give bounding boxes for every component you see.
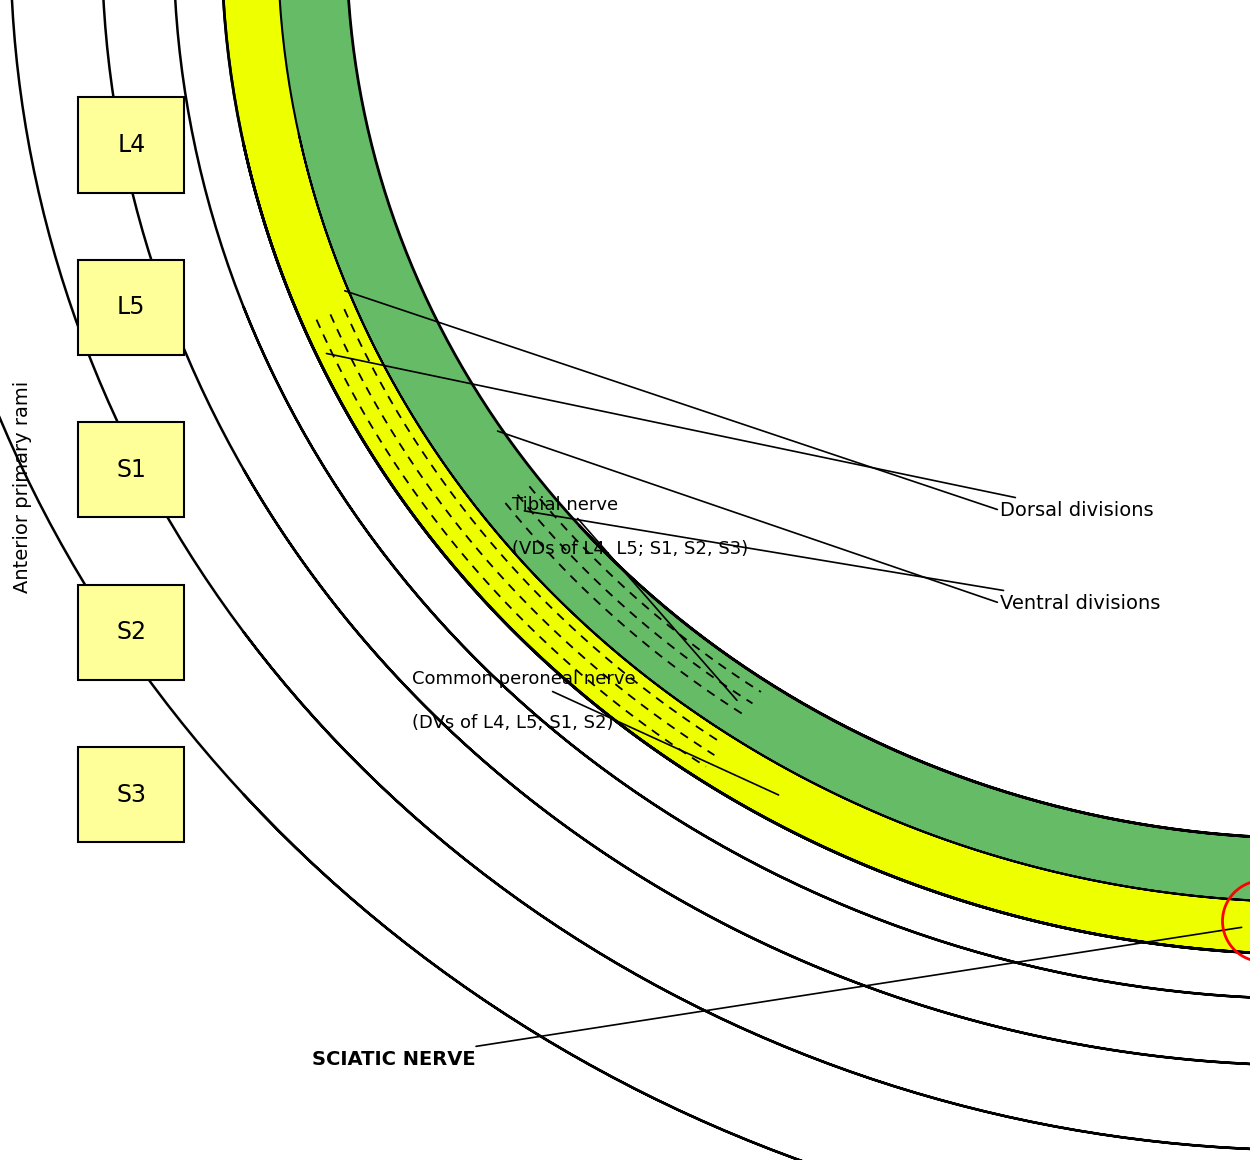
Text: L5: L5 xyxy=(118,296,145,319)
Text: (VDs of L4, L5; S1, S2, S3): (VDs of L4, L5; S1, S2, S3) xyxy=(512,539,749,558)
Polygon shape xyxy=(221,0,1250,955)
Text: S1: S1 xyxy=(116,458,146,481)
Text: Common peroneal nerve: Common peroneal nerve xyxy=(412,669,779,795)
Polygon shape xyxy=(221,0,1250,955)
Text: L4: L4 xyxy=(118,133,145,157)
FancyBboxPatch shape xyxy=(78,260,185,355)
FancyBboxPatch shape xyxy=(78,422,185,517)
Polygon shape xyxy=(278,0,1250,902)
FancyBboxPatch shape xyxy=(78,585,185,680)
Text: Tibial nerve: Tibial nerve xyxy=(512,495,738,701)
Text: Dorsal divisions: Dorsal divisions xyxy=(326,354,1154,520)
FancyBboxPatch shape xyxy=(78,747,185,842)
Text: SCIATIC NERVE: SCIATIC NERVE xyxy=(312,927,1241,1068)
Text: (DVs of L4, L5; S1, S2): (DVs of L4, L5; S1, S2) xyxy=(412,713,614,732)
Text: S3: S3 xyxy=(116,783,146,806)
Polygon shape xyxy=(278,0,1250,902)
Text: S2: S2 xyxy=(116,621,146,644)
Text: Ventral divisions: Ventral divisions xyxy=(525,510,1160,612)
FancyBboxPatch shape xyxy=(78,97,185,193)
Text: Anterior primary rami: Anterior primary rami xyxy=(12,382,32,593)
